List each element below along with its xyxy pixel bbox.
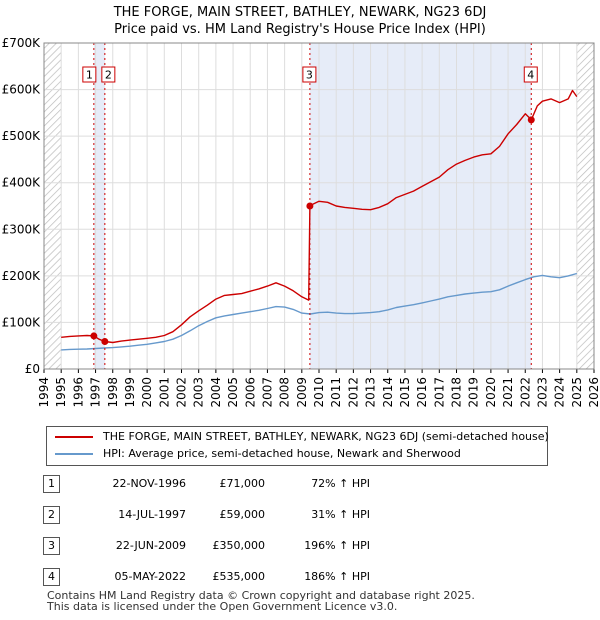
y-tick-label: £0 (25, 362, 40, 376)
y-tick-label: £400K (2, 176, 42, 190)
legend-item-hpi: HPI: Average price, semi-detached house,… (55, 446, 461, 462)
sale-hpi-change: 196% ↑ HPI (304, 539, 370, 552)
legend-label-property: THE FORGE, MAIN STREET, BATHLEY, NEWARK,… (103, 430, 549, 443)
sale-date: 14-JUL-1997 (118, 508, 186, 521)
sale-number: 3 (43, 537, 60, 555)
y-tick-label: £100K (2, 315, 42, 329)
sale-number: 1 (43, 475, 60, 493)
chart-title-block: THE FORGE, MAIN STREET, BATHLEY, NEWARK,… (0, 4, 600, 38)
no-data-hatch (44, 43, 62, 369)
x-tick-label: 2026 (587, 377, 600, 408)
sale-price: £350,000 (212, 539, 266, 552)
plot-border (43, 42, 595, 370)
legend-swatch-hpi (55, 453, 93, 455)
sale-number: 2 (43, 506, 60, 524)
sale-marker-box (523, 66, 538, 83)
sale-point (90, 332, 98, 340)
property-price-line (61, 89, 578, 344)
x-tick-label: 2013 (364, 377, 378, 408)
table-row: 2 14-JUL-1997 £59,000 31% ↑ HPI (0, 505, 600, 525)
sale-date: 22-NOV-1996 (112, 477, 186, 490)
footer-copyright: Contains HM Land Registry data © Crown c… (47, 589, 475, 602)
y-tick-label: £200K (2, 269, 42, 283)
sale-point (527, 116, 535, 124)
no-data-hatch (576, 43, 594, 369)
x-tick-label: 2009 (295, 377, 309, 408)
footer-licence: This data is licensed under the Open Gov… (47, 600, 398, 613)
sale-hpi-change: 186% ↑ HPI (304, 570, 370, 583)
table-row: 1 22-NOV-1996 £71,000 72% ↑ HPI (0, 474, 600, 494)
x-tick-label: 2014 (381, 377, 395, 408)
y-tick-label: £700K (2, 36, 42, 50)
y-tick-label: £500K (2, 129, 42, 143)
x-tick-label: 1997 (89, 377, 103, 408)
x-tick-label: 2022 (518, 377, 532, 408)
x-tick-label: 1996 (71, 377, 85, 408)
sale-marker-label: 2 (105, 69, 112, 82)
x-tick-label: 2002 (175, 377, 189, 408)
chart-subtitle: Price paid vs. HM Land Registry's House … (114, 22, 486, 37)
x-tick-label: 2017 (432, 377, 446, 408)
sale-price: £535,000 (212, 570, 266, 583)
legend-swatch-property (55, 436, 93, 438)
chart-title: THE FORGE, MAIN STREET, BATHLEY, NEWARK,… (113, 5, 487, 20)
x-tick-label: 1994 (37, 377, 51, 408)
x-tick-label: 2006 (243, 377, 257, 408)
x-tick-label: 2011 (329, 377, 343, 408)
ownership-shading (93, 43, 106, 369)
sale-marker-label: 3 (306, 69, 313, 82)
sale-hpi-change: 31% ↑ HPI (311, 508, 370, 521)
y-tick-label: £300K (2, 222, 42, 236)
x-tick-label: 2003 (192, 377, 206, 408)
legend-item-property: THE FORGE, MAIN STREET, BATHLEY, NEWARK,… (55, 429, 549, 445)
x-tick-label: 2005 (226, 377, 240, 408)
sale-date: 22-JUN-2009 (115, 539, 186, 552)
x-tick-label: 2024 (553, 377, 567, 408)
x-tick-label: 2007 (260, 377, 274, 408)
table-row: 4 05-MAY-2022 £535,000 186% ↑ HPI (0, 567, 600, 587)
x-tick-label: 2021 (501, 377, 515, 408)
sale-hpi-change: 72% ↑ HPI (311, 477, 370, 490)
x-tick-label: 2025 (570, 377, 584, 408)
sale-marker-box (82, 66, 97, 83)
x-tick-label: 2012 (346, 377, 360, 408)
table-row: 3 22-JUN-2009 £350,000 196% ↑ HPI (0, 536, 600, 556)
sale-number: 4 (43, 568, 60, 586)
y-tick-label: £600K (2, 83, 42, 97)
legend: THE FORGE, MAIN STREET, BATHLEY, NEWARK,… (46, 426, 549, 466)
x-tick-label: 2000 (140, 377, 154, 408)
ownership-shading (309, 43, 532, 369)
footer: Contains HM Land Registry data © Crown c… (47, 590, 475, 612)
x-tick-label: 2020 (484, 377, 498, 408)
x-tick-label: 2008 (278, 377, 292, 408)
x-tick-label: 2023 (535, 377, 549, 408)
x-tick-label: 1999 (123, 377, 137, 408)
x-tick-label: 2004 (209, 377, 223, 408)
sale-point (306, 202, 314, 210)
x-tick-label: 2019 (467, 377, 481, 408)
sale-price: £71,000 (219, 477, 266, 490)
sale-marker-box (101, 66, 116, 83)
x-tick-label: 2016 (415, 377, 429, 408)
x-tick-label: 2015 (398, 377, 412, 408)
x-tick-label: 2010 (312, 377, 326, 408)
sale-point (101, 338, 109, 346)
hpi-line (61, 272, 577, 351)
sale-marker-box (302, 66, 317, 83)
x-tick-label: 1995 (54, 377, 68, 408)
sale-price: £59,000 (219, 508, 266, 521)
sale-marker-label: 4 (527, 69, 534, 82)
x-tick-label: 2018 (450, 377, 464, 408)
x-tick-label: 2001 (157, 377, 171, 408)
sale-date: 05-MAY-2022 (114, 570, 186, 583)
legend-label-hpi: HPI: Average price, semi-detached house,… (103, 447, 461, 460)
sale-marker-label: 1 (86, 69, 93, 82)
x-tick-label: 1998 (106, 377, 120, 408)
